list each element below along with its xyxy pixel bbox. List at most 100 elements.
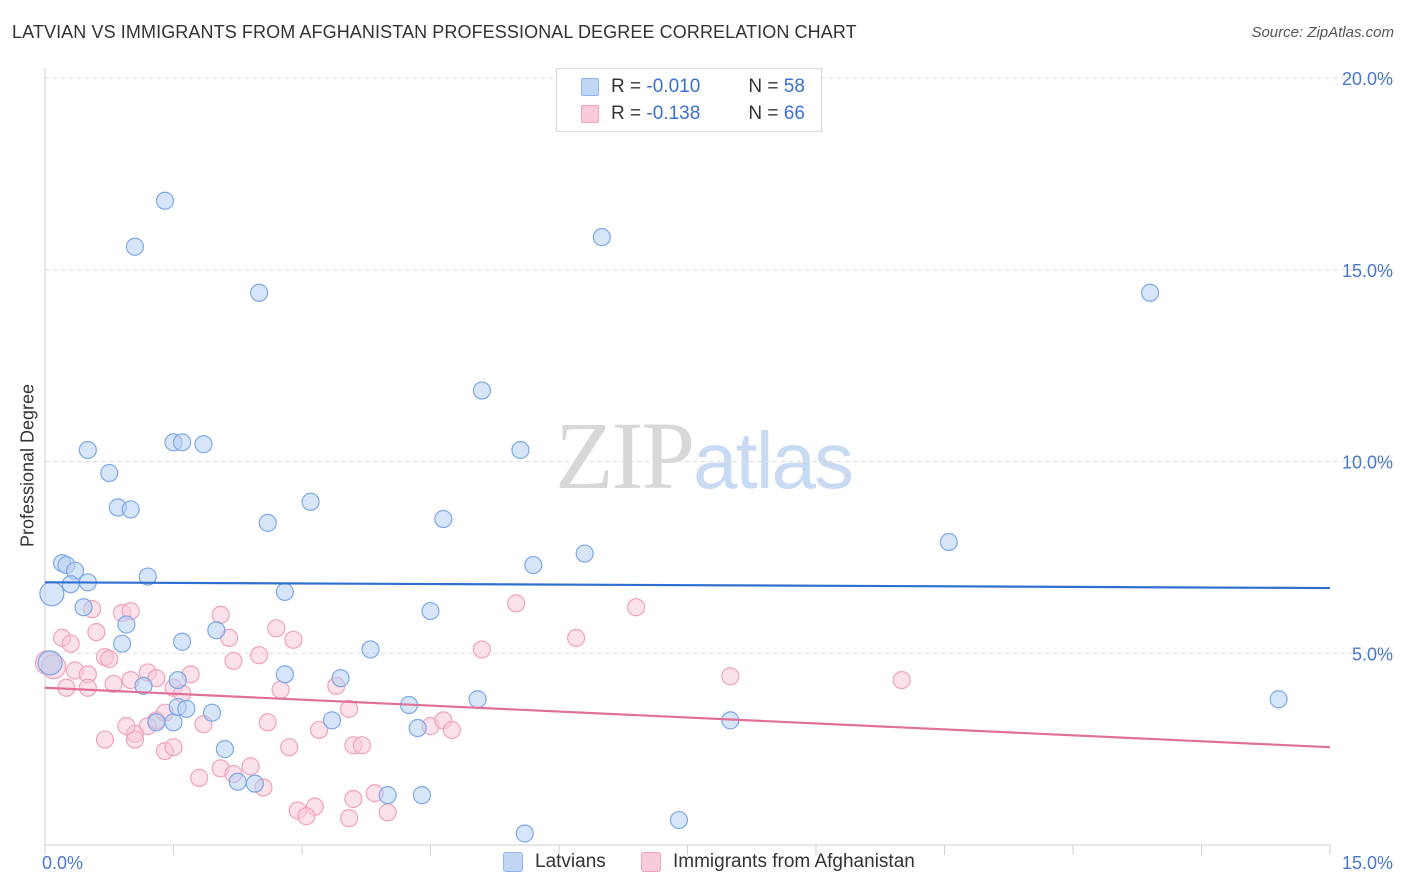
point-afghanistan <box>267 619 286 638</box>
point-afghanistan <box>271 680 290 699</box>
point-latvians <box>245 774 264 793</box>
point-afghanistan <box>250 646 269 665</box>
point-latvians <box>524 555 543 575</box>
correlation-legend: R = -0.010 N = 58 R = -0.138 N = 66 <box>556 68 822 132</box>
point-afghanistan <box>117 717 136 736</box>
point-afghanistan <box>190 768 209 787</box>
point-latvians <box>378 786 397 805</box>
chart-title: LATVIAN VS IMMIGRANTS FROM AFGHANISTAN P… <box>12 22 857 42</box>
legend-r-value: -0.010 <box>646 76 701 97</box>
legend-label-afghanistan: Immigrants from Afghanistan <box>673 851 915 872</box>
x-tick-label: 15.0% <box>1342 853 1393 873</box>
point-latvians <box>78 440 97 460</box>
point-latvians <box>164 713 183 732</box>
series-legend: Latvians Immigrants from Afghanistan <box>0 851 1406 877</box>
y-tick-label: 10.0% <box>1342 453 1393 473</box>
point-latvians <box>592 228 611 247</box>
legend-row-afghanistan: R = -0.138 N = 66 <box>581 102 805 126</box>
point-latvians <box>194 435 213 454</box>
point-afghanistan <box>626 598 646 617</box>
point-latvians <box>939 532 958 552</box>
point-afghanistan <box>340 699 359 718</box>
point-latvians <box>228 772 247 791</box>
point-latvians <box>421 601 440 621</box>
point-latvians <box>468 690 487 709</box>
point-afghanistan <box>892 670 911 690</box>
point-afghanistan <box>340 809 359 828</box>
gridlines <box>45 77 1392 654</box>
point-latvians <box>125 237 145 256</box>
point-latvians <box>511 440 530 460</box>
point-latvians <box>258 513 277 532</box>
source-label: Source: ZipAtlas.com <box>1251 24 1394 41</box>
point-afghanistan <box>211 605 230 625</box>
point-latvians <box>361 640 380 659</box>
point-latvians <box>275 582 294 601</box>
legend-n-label: N = <box>748 103 779 124</box>
legend-row-latvians: R = -0.010 N = 58 <box>581 75 805 99</box>
axes <box>44 68 1331 855</box>
point-latvians <box>207 621 226 640</box>
point-latvians <box>250 283 269 302</box>
point-latvians <box>172 632 192 651</box>
point-afghanistan <box>61 634 80 653</box>
point-latvians <box>112 634 132 653</box>
point-latvians <box>100 463 119 483</box>
legend-n-value: 66 <box>783 103 805 124</box>
legend-r-label: R = <box>611 103 642 124</box>
point-latvians <box>121 500 140 519</box>
point-afghanistan <box>104 674 123 694</box>
point-latvians <box>322 711 342 730</box>
point-afghanistan <box>284 630 303 649</box>
watermark: ZIPatlas <box>555 400 854 511</box>
point-latvians <box>202 703 222 722</box>
point-afghanistan <box>507 594 526 613</box>
y-tick-label: 15.0% <box>1342 261 1393 281</box>
point-latvians <box>575 544 594 563</box>
point-latvians <box>168 670 187 690</box>
point-latvians <box>172 433 192 452</box>
point-latvians <box>434 509 453 529</box>
y-tick-label: 20.0% <box>1342 69 1393 89</box>
point-afghanistan <box>472 640 491 659</box>
legend-item-afghanistan[interactable]: Immigrants from Afghanistan <box>641 851 915 873</box>
point-latvians <box>61 575 80 594</box>
point-afghanistan <box>258 713 277 732</box>
point-afghanistan <box>297 807 316 826</box>
point-afghanistan <box>87 623 106 642</box>
point-latvians <box>1140 283 1160 302</box>
trend-line-latvians <box>44 581 1331 590</box>
trend-line-afghanistan <box>44 686 1331 749</box>
point-latvians <box>301 492 320 511</box>
legend-n-label: N = <box>748 76 779 97</box>
point-latvians <box>74 598 93 617</box>
point-latvians <box>138 567 157 586</box>
point-latvians <box>37 650 63 676</box>
point-afghanistan <box>100 649 119 669</box>
point-afghanistan <box>224 651 243 671</box>
point-afghanistan <box>310 720 329 740</box>
legend-swatch-latvians <box>503 852 523 872</box>
data-points <box>34 191 1288 843</box>
point-latvians <box>472 381 491 400</box>
point-afghanistan <box>567 628 586 648</box>
point-afghanistan <box>280 738 299 757</box>
point-afghanistan <box>241 757 260 776</box>
point-afghanistan <box>125 730 145 749</box>
point-latvians <box>331 669 350 688</box>
point-latvians <box>215 740 234 759</box>
legend-swatch-latvians <box>581 78 599 96</box>
point-latvians <box>1269 690 1288 709</box>
legend-swatch-afghanistan <box>581 105 599 123</box>
legend-item-latvians[interactable]: Latvians <box>503 851 606 873</box>
point-afghanistan <box>721 667 740 686</box>
legend-r-label: R = <box>611 76 642 97</box>
point-afghanistan <box>442 720 462 740</box>
x-tick-label: 0.0% <box>42 853 83 873</box>
watermark-zip: ZIP <box>555 402 695 509</box>
trend-lines <box>44 581 1331 749</box>
point-afghanistan <box>95 730 115 749</box>
point-afghanistan <box>378 803 397 822</box>
point-latvians <box>669 810 689 830</box>
